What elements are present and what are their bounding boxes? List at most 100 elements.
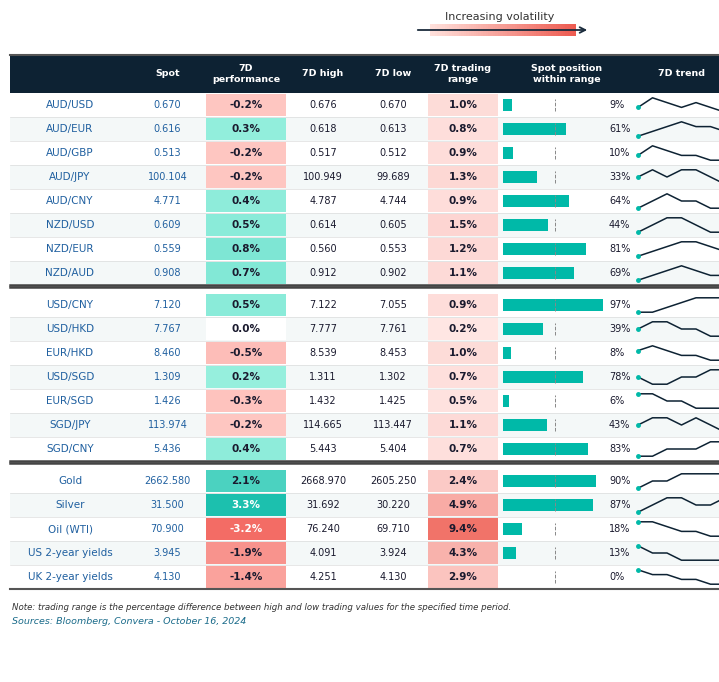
Text: 0.616: 0.616	[154, 124, 181, 134]
Text: 83%: 83%	[609, 444, 631, 454]
Bar	[568, 24, 571, 36]
Text: 69%: 69%	[609, 268, 631, 278]
Text: 113.447: 113.447	[373, 420, 413, 430]
Text: 0.609: 0.609	[154, 220, 181, 230]
Text: 7D high: 7D high	[303, 70, 344, 78]
Text: US 2-year yields: US 2-year yields	[27, 548, 112, 558]
Text: Oil (WTI): Oil (WTI)	[47, 524, 93, 534]
Text: 0.613: 0.613	[379, 124, 407, 134]
Text: 7.120: 7.120	[154, 300, 181, 310]
Text: -0.5%: -0.5%	[229, 348, 262, 358]
Text: 43%: 43%	[609, 420, 631, 430]
Bar	[572, 24, 576, 36]
Bar	[551, 24, 554, 36]
Text: UK 2-year yields: UK 2-year yields	[27, 572, 112, 582]
Bar	[459, 24, 462, 36]
Bar	[10, 341, 719, 365]
Text: 64%: 64%	[609, 196, 631, 206]
Text: 5.404: 5.404	[379, 444, 407, 454]
Bar	[541, 24, 544, 36]
Text: USD/CNY: USD/CNY	[47, 300, 93, 310]
Bar	[206, 142, 286, 164]
Text: SGD/CNY: SGD/CNY	[46, 444, 93, 454]
Text: AUD/GBP: AUD/GBP	[46, 148, 93, 158]
Text: 76.240: 76.240	[306, 524, 340, 534]
Bar	[206, 414, 286, 436]
Text: 2605.250: 2605.250	[370, 476, 416, 486]
Text: 1.3%: 1.3%	[449, 172, 477, 182]
Bar	[469, 24, 472, 36]
Bar	[503, 443, 588, 455]
Bar	[206, 214, 286, 236]
Text: 0.676: 0.676	[309, 100, 336, 110]
Bar	[508, 24, 510, 36]
Text: -1.4%: -1.4%	[229, 572, 262, 582]
Bar	[10, 237, 719, 261]
Text: 0.7%: 0.7%	[449, 372, 477, 382]
Text: 0.559: 0.559	[154, 244, 181, 254]
Bar	[10, 213, 719, 237]
Text: 4.3%: 4.3%	[449, 548, 477, 558]
Text: 0.605: 0.605	[379, 220, 407, 230]
Text: Note: trading range is the percentage difference between high and low trading va: Note: trading range is the percentage di…	[12, 603, 511, 612]
Bar	[505, 24, 508, 36]
Bar	[206, 438, 286, 460]
Bar	[428, 494, 498, 516]
Bar	[428, 414, 498, 436]
Bar	[206, 390, 286, 412]
Text: 0.0%: 0.0%	[232, 324, 260, 334]
Text: 7.777: 7.777	[309, 324, 337, 334]
Text: 4.091: 4.091	[309, 548, 336, 558]
Bar	[488, 24, 491, 36]
Text: 0.513: 0.513	[154, 148, 181, 158]
Text: 0.7%: 0.7%	[232, 268, 260, 278]
Bar	[503, 195, 569, 207]
Text: 69.710: 69.710	[376, 524, 410, 534]
Text: Sources: Bloomberg, Convera - October 16, 2024: Sources: Bloomberg, Convera - October 16…	[12, 617, 246, 626]
Bar	[503, 419, 547, 431]
Bar	[449, 24, 452, 36]
Text: 0.912: 0.912	[309, 268, 336, 278]
Bar	[517, 24, 520, 36]
Text: 4.251: 4.251	[309, 572, 337, 582]
Text: 3.945: 3.945	[154, 548, 181, 558]
Text: NZD/USD: NZD/USD	[46, 220, 94, 230]
Bar	[428, 190, 498, 212]
Bar	[531, 24, 535, 36]
Text: USD/HKD: USD/HKD	[46, 324, 94, 334]
Bar	[503, 299, 603, 311]
Text: Increasing volatility: Increasing volatility	[445, 12, 554, 22]
Bar	[428, 342, 498, 364]
Text: 0.8%: 0.8%	[449, 124, 477, 134]
Text: 4.9%: 4.9%	[449, 500, 477, 510]
Bar	[503, 123, 566, 135]
Bar	[10, 141, 719, 165]
Text: 1.0%: 1.0%	[449, 348, 477, 358]
Text: 0.5%: 0.5%	[449, 396, 477, 406]
Text: -0.2%: -0.2%	[229, 148, 262, 158]
Text: 1.1%: 1.1%	[449, 420, 477, 430]
Bar	[10, 261, 719, 285]
Bar	[519, 24, 523, 36]
Bar	[503, 523, 521, 535]
Text: 13%: 13%	[609, 548, 631, 558]
Text: 7.122: 7.122	[309, 300, 337, 310]
Bar	[439, 24, 443, 36]
Text: 0.9%: 0.9%	[449, 300, 477, 310]
Text: 0.5%: 0.5%	[232, 220, 260, 230]
Text: USD/SGD: USD/SGD	[46, 372, 94, 382]
Bar	[430, 24, 433, 36]
Bar	[10, 117, 719, 141]
Text: 0.560: 0.560	[309, 244, 336, 254]
Text: 4.787: 4.787	[309, 196, 337, 206]
Bar	[206, 318, 286, 340]
Bar	[428, 94, 498, 116]
Bar	[556, 24, 559, 36]
Bar	[10, 93, 719, 117]
Bar	[10, 437, 719, 461]
Bar	[483, 24, 486, 36]
Text: -1.9%: -1.9%	[229, 548, 262, 558]
Bar	[561, 24, 564, 36]
Text: 1.1%: 1.1%	[449, 268, 477, 278]
Bar	[428, 262, 498, 284]
